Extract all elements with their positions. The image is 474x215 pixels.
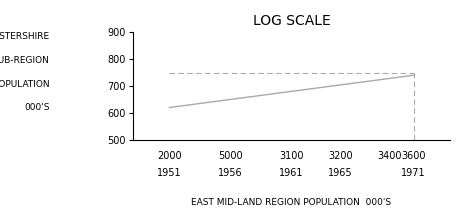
Text: LEICESTERSHIRE: LEICESTERSHIRE [0, 32, 49, 41]
Text: 5000: 5000 [218, 151, 243, 161]
Text: 1961: 1961 [279, 167, 304, 178]
Text: POPULATION: POPULATION [0, 80, 49, 89]
Title: LOG SCALE: LOG SCALE [253, 14, 330, 28]
Text: 1971: 1971 [401, 167, 426, 178]
Text: 000'S: 000'S [24, 103, 49, 112]
Text: 2000: 2000 [157, 151, 182, 161]
Text: 3600: 3600 [401, 151, 426, 161]
Text: 3400: 3400 [377, 151, 401, 161]
Text: 1951: 1951 [157, 167, 182, 178]
Text: 3100: 3100 [279, 151, 304, 161]
Text: SUB-REGION: SUB-REGION [0, 56, 49, 65]
Text: 1965: 1965 [328, 167, 353, 178]
Text: EAST MID-LAND REGION POPULATION  000'S: EAST MID-LAND REGION POPULATION 000'S [191, 198, 392, 207]
Text: 3200: 3200 [328, 151, 353, 161]
Text: 1956: 1956 [218, 167, 243, 178]
